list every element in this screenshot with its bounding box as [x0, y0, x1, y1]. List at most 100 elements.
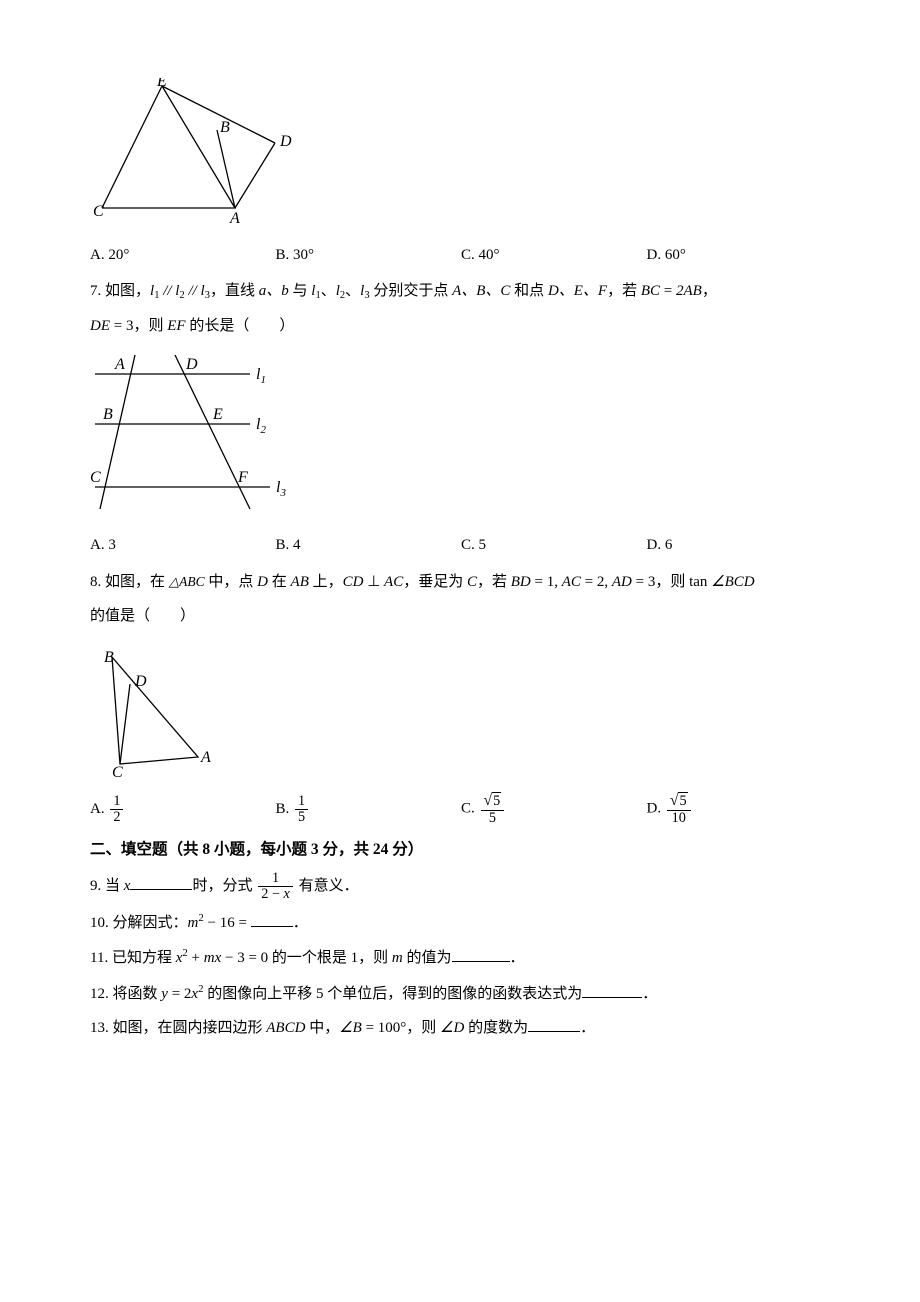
q13: 13. 如图，在圆内接四边形 ABCD 中，∠B = 100°，则 ∠D 的度数… — [90, 1014, 832, 1043]
q8-body2: 的值是（ ） — [90, 602, 832, 631]
q7-bc: BC — [641, 283, 660, 299]
q8-pre: 8. 如图，在 — [90, 574, 169, 590]
q9-x: x — [124, 878, 131, 894]
q8-triangle — [112, 657, 198, 764]
q7-body: 7. 如图，l1 // l2 // l3，直线 a、b 与 l1、l2、l3 分… — [90, 277, 832, 306]
q7-EF: EF — [167, 318, 185, 334]
q6-label-B: B — [220, 119, 230, 136]
q7-body2: DE = 3，则 EF 的长是（ ） — [90, 312, 832, 341]
q13-c: = 100°，则 — [362, 1020, 440, 1036]
q7-eq: = — [660, 283, 676, 299]
q8-CD: CD — [343, 574, 364, 590]
q8-B-frac: 15 — [293, 794, 310, 825]
q9-a: 9. 当 — [90, 878, 124, 894]
q7-pts1: A、B、C — [452, 283, 510, 299]
q8-B-num: 1 — [295, 794, 308, 810]
q8-tri: △ABC — [169, 574, 205, 589]
q8-m3: 上， — [309, 574, 343, 590]
q8-tan: tan — [689, 574, 711, 590]
q11-m2: m — [392, 950, 403, 966]
q7-lab-D: D — [185, 356, 198, 373]
q8-C-frac: √55 — [479, 793, 507, 825]
q6-edge-AB — [217, 130, 235, 208]
q7-par1: // — [159, 283, 175, 299]
q7-figure: A D B E C F l1 l2 l3 — [90, 349, 832, 528]
q8-AC: AC — [384, 574, 403, 590]
q7-mid7: ，若 — [607, 283, 641, 299]
q7-svg: A D B E C F l1 l2 l3 — [90, 349, 300, 517]
q9-c: 有意义． — [299, 878, 359, 894]
q8-D-lbl: D. — [647, 801, 662, 817]
q8-D-den: 10 — [667, 811, 691, 826]
q7-de: DE — [90, 318, 110, 334]
q7-m4: 、 — [345, 283, 360, 299]
q7-lab-F: F — [237, 469, 248, 486]
q7-mid2: 与 — [289, 283, 312, 299]
q6-edge-CE — [102, 86, 162, 208]
q8-D-num: √5 — [667, 793, 691, 810]
q8-AC2: AC — [562, 574, 581, 590]
q8-B-den: 5 — [295, 810, 308, 825]
q8-opt-C: C. √55 — [461, 793, 647, 825]
q11-e: ． — [510, 950, 525, 966]
q8-edge-CD — [120, 684, 130, 764]
q6-line-CAE — [102, 86, 235, 208]
q9-den-x: x — [284, 886, 290, 902]
q7-lab-B: B — [103, 406, 113, 423]
q8-D-frac: √510 — [665, 793, 693, 825]
q6-choices: A. 20° B. 30° C. 40° D. 60° — [90, 241, 832, 270]
q7-m3: 、 — [321, 283, 336, 299]
q8-A-den: 2 — [110, 810, 123, 825]
q7-lab-l3: l3 — [276, 479, 286, 499]
q11-c: − 3 = 0 的一个根是 1，则 — [221, 950, 392, 966]
q8-B-lbl: B. — [276, 801, 290, 817]
q8-choices: A. 12 B. 15 C. √55 D. √510 — [90, 793, 832, 825]
q7-deeq: = 3 — [110, 318, 133, 334]
section-2-head: 二、填空题（共 8 小题，每小题 3 分，共 24 分） — [90, 835, 832, 864]
q12-eq: = 2 — [168, 986, 191, 1002]
q8-ang: ∠BCD — [711, 574, 754, 590]
q12-a: 12. 将函数 — [90, 986, 161, 1002]
q7-l2b2: ，则 — [133, 318, 167, 334]
q8-svg: B D C A — [90, 649, 215, 779]
q8-A-frac: 12 — [108, 794, 125, 825]
q8-opt-A: A. 12 — [90, 794, 276, 825]
q7-opt-C: C. 5 — [461, 531, 647, 560]
q8-m1: 中，点 — [205, 574, 258, 590]
q7-choices: A. 3 B. 4 C. 5 D. 6 — [90, 531, 832, 560]
q8-A-num: 1 — [110, 794, 123, 810]
q7-lab-l1: l1 — [256, 366, 266, 386]
q13-ABCD: ABCD — [266, 1020, 305, 1036]
q13-blank — [528, 1017, 580, 1032]
q12-blank — [582, 983, 642, 998]
q8-m4: ，垂足为 — [403, 574, 467, 590]
q8-C-den: 5 — [481, 811, 505, 826]
q10-c: ． — [293, 915, 308, 931]
q6-opt-A: A. 20° — [90, 241, 276, 270]
q7-par2: // — [185, 283, 201, 299]
q8-C-num: √5 — [481, 793, 505, 810]
q8-perp: ⊥ — [363, 574, 384, 590]
q12: 12. 将函数 y = 2x2 的图像向上平移 5 个单位后，得到的图像的函数表… — [90, 979, 832, 1008]
q7-lab-C: C — [90, 469, 101, 486]
q8-opt-D: D. √510 — [647, 793, 833, 825]
q8-m6: ，则 — [655, 574, 689, 590]
q13-angD: ∠D — [440, 1020, 464, 1036]
q6-opt-B: B. 30° — [276, 241, 462, 270]
q8-lab-D: D — [134, 673, 147, 690]
q8-lab-B: B — [104, 649, 114, 666]
q6-label-E: E — [156, 78, 167, 90]
q7-lab-l2: l2 — [256, 416, 266, 436]
q7-pts2: D、E、F — [548, 283, 607, 299]
q11-b: + — [188, 950, 204, 966]
q7-opt-A: A. 3 — [90, 531, 276, 560]
q12-b: 的图像向上平移 5 个单位后，得到的图像的函数表达式为 — [203, 986, 582, 1002]
q13-d: 的度数为 — [464, 1020, 528, 1036]
q10-blank — [251, 912, 293, 927]
q11-blank — [452, 947, 510, 962]
q8-m2: 在 — [268, 574, 291, 590]
q9-blank — [130, 875, 192, 890]
exam-page: E B D C A A. 20° B. 30° C. 40° D. 60° 7.… — [0, 0, 920, 1302]
q13-b: 中， — [305, 1020, 339, 1036]
q11-d: 的值为 — [403, 950, 452, 966]
